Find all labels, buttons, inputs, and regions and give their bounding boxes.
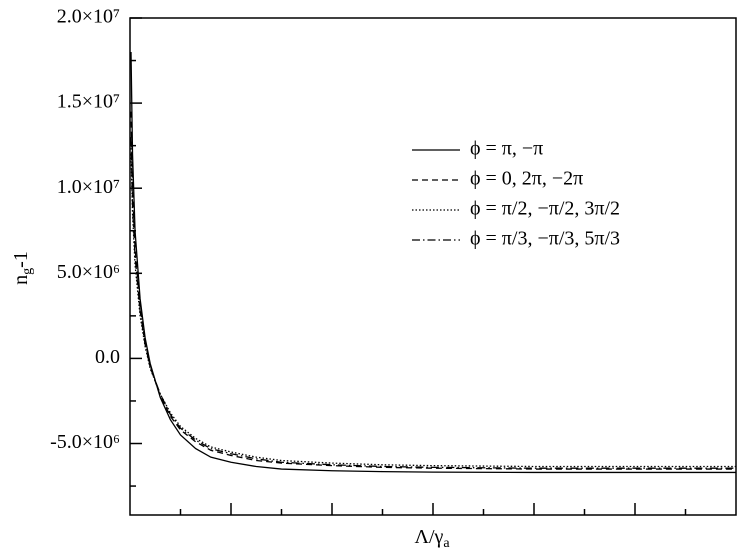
legend-label: ϕ = 0, 2π, −2π (470, 168, 583, 190)
y-tick-label: 0.0 (95, 346, 120, 368)
y-axis-label: ng-1 (10, 251, 36, 285)
y-label-rest: -1 (10, 251, 32, 268)
y-tick-label: -5.0×10⁶ (50, 431, 120, 453)
y-label-main: n (10, 275, 32, 285)
y-tick-label: 2.0×10⁷ (57, 6, 120, 28)
y-tick-label: 1.5×10⁷ (57, 91, 120, 113)
x-label-main: Λ/γ (414, 526, 443, 548)
legend-label: ϕ = π, −π (470, 138, 543, 160)
series-line (130, 52, 736, 474)
y-tick-label: 1.0×10⁷ (57, 176, 120, 198)
series-line (130, 137, 736, 469)
series-line (130, 154, 736, 468)
series-line (130, 111, 736, 470)
x-label-sub: a (443, 536, 450, 551)
x-axis-label: Λ/γa (414, 526, 450, 552)
y-label-sub: g (20, 268, 35, 275)
legend-label: ϕ = π/3, −π/3, 5π/3 (470, 228, 620, 250)
plot-frame (129, 17, 737, 516)
y-tick-label: 5.0×10⁶ (57, 261, 120, 283)
legend-label: ϕ = π/2, −π/2, 3π/2 (470, 198, 620, 220)
